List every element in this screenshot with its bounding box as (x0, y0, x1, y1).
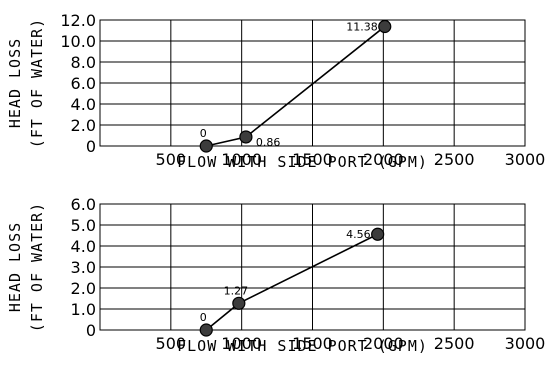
y-axis-title-line1: HEAD LOSS (6, 222, 24, 312)
y-tick-label: 3.0 (71, 258, 96, 277)
y-tick-label: 4.0 (71, 237, 96, 256)
x-tick-label: 3000 (505, 150, 546, 169)
x-axis-title: FLOW WITH SIDE PORT (GPM) (177, 153, 428, 171)
data-point (371, 227, 385, 241)
data-label: 0 (200, 311, 207, 324)
data-label: 0 (200, 127, 207, 140)
data-point (199, 139, 213, 153)
series-line (205, 233, 379, 331)
data-point (232, 296, 246, 310)
x-axis-title: FLOW WITH SIDE PORT (GPM) (177, 337, 428, 355)
x-tick-label: 1000 (221, 150, 262, 169)
data-label: 4.56 (346, 228, 371, 241)
y-tick-label: 10.0 (60, 32, 96, 51)
y-tick-label: 5.0 (71, 216, 96, 235)
data-label: 0.86 (256, 136, 281, 149)
x-tick-label: 1500 (292, 334, 333, 353)
y-tick-label: 2.0 (71, 279, 96, 298)
data-label: 1.27 (224, 284, 249, 297)
x-tick-label: 2500 (434, 150, 475, 169)
x-tick-label: 1500 (292, 150, 333, 169)
y-tick-label: 8.0 (71, 53, 96, 72)
data-point (239, 130, 253, 144)
x-tick-label: 500 (156, 334, 187, 353)
series-line (206, 25, 386, 147)
x-tick-label: 3000 (505, 334, 546, 353)
y-tick-label: 1.0 (71, 300, 96, 319)
x-tick-label: 2000 (363, 334, 404, 353)
x-tick-label: 2000 (363, 150, 404, 169)
y-tick-label: 6.0 (71, 195, 96, 214)
data-point (199, 323, 213, 337)
data-label: 11.38 (346, 21, 378, 34)
y-tick-label: 0 (86, 137, 96, 156)
y-tick-label: 2.0 (71, 116, 96, 135)
y-axis-title-line2: (FT OF WATER) (28, 202, 46, 332)
y-tick-label: 0 (86, 321, 96, 340)
x-tick-label: 500 (156, 150, 187, 169)
y-axis-title-line2: (FT OF WATER) (28, 18, 46, 148)
x-tick-label: 2500 (434, 334, 475, 353)
y-tick-label: 4.0 (71, 95, 96, 114)
y-tick-label: 12.0 (60, 11, 96, 30)
y-tick-label: 6.0 (71, 74, 96, 93)
data-point (378, 19, 392, 34)
y-axis-title-line1: HEAD LOSS (6, 38, 24, 128)
x-tick-label: 1000 (221, 334, 262, 353)
